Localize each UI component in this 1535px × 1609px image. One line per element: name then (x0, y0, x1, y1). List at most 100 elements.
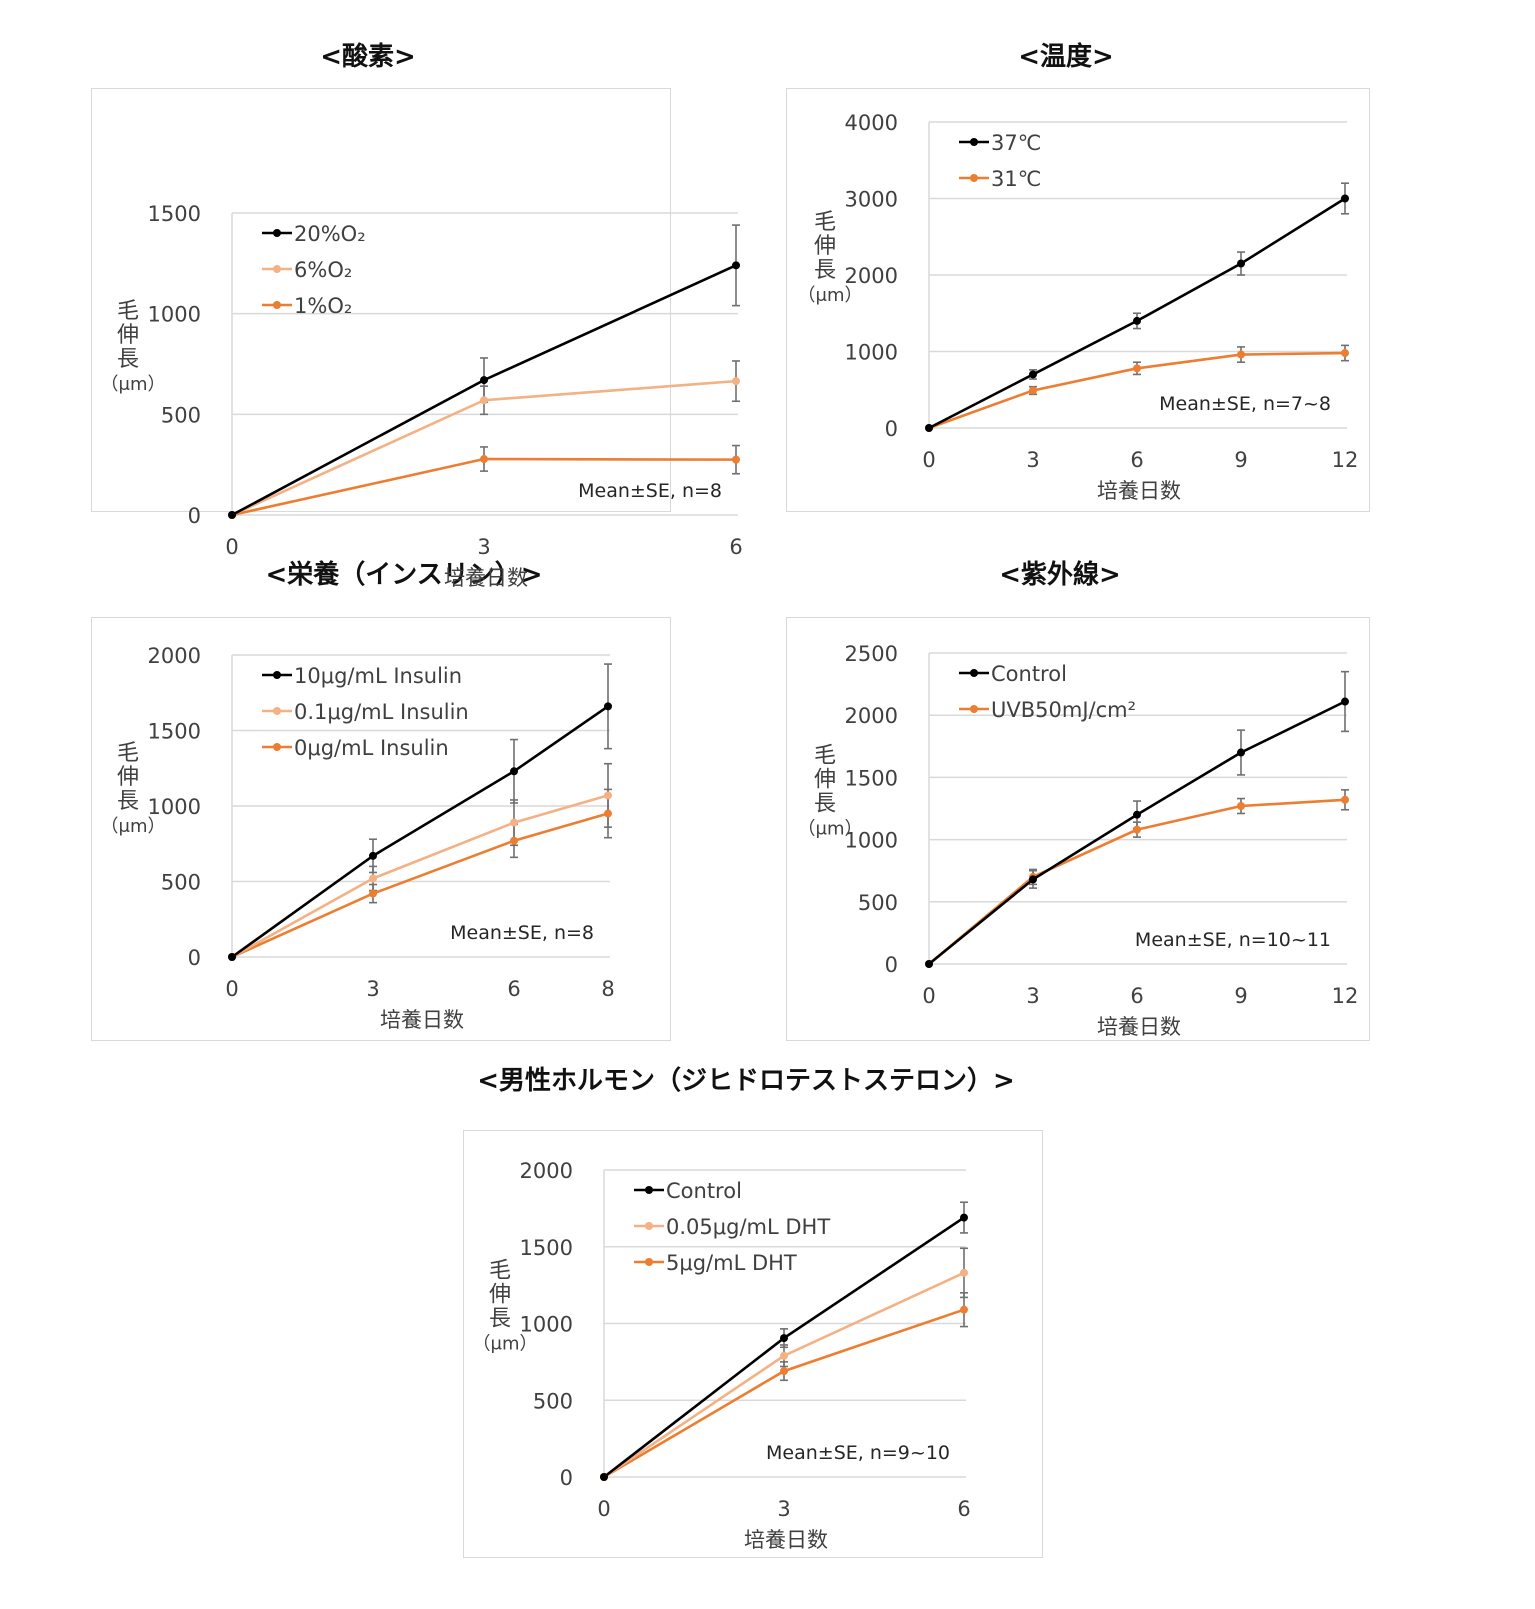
x-tick-label: 6 (957, 1497, 970, 1521)
y-axis-title-part: 伸 (814, 234, 836, 259)
data-point (369, 851, 377, 860)
chart-heading-nutrition: <栄養（インスリン）> (265, 560, 543, 590)
y-axis-title-part: 毛 (814, 210, 836, 235)
legend-label: 10μg/mL Insulin (294, 664, 462, 688)
data-point (1237, 350, 1245, 359)
legend-label: 31℃ (991, 167, 1041, 191)
series-line (231, 705, 609, 959)
x-tick-label: 3 (477, 535, 490, 559)
chart-svg-oxygen: 0 500 1000 1500 0 3 6 培養日数 毛伸長（μm） 20%O₂ 6%O₂ 1%O₂ M… (101, 202, 743, 590)
y-axis-title-part: 長 (117, 789, 139, 814)
stats-note: Mean±SE, n=10~11 (1135, 929, 1331, 951)
y-tick-label: 3000 (845, 188, 898, 212)
data-point (480, 396, 488, 405)
data-point (1133, 364, 1141, 373)
legend-marker (645, 1258, 653, 1266)
y-tick-label: 1000 (148, 795, 201, 819)
legend-marker (970, 174, 978, 182)
data-point (1237, 259, 1245, 268)
x-tick-label: 3 (1026, 448, 1039, 472)
y-tick-label: 2000 (845, 704, 898, 728)
data-point (369, 889, 377, 898)
legend-marker (645, 1222, 653, 1230)
y-tick-label: 0 (560, 1466, 573, 1490)
x-tick-label: 0 (225, 977, 238, 1001)
chart-heading-temperature: <温度> (1018, 42, 1114, 72)
x-axis-title: 培養日数 (1097, 1015, 1181, 1039)
y-tick-label: 2000 (845, 264, 898, 288)
chart-heading-androgen: <男性ホルモン（ジヒドロテストステロン）> (477, 1066, 1015, 1096)
data-point (510, 767, 518, 776)
y-axis-title-part: 長 (814, 258, 836, 283)
x-tick-label: 12 (1332, 448, 1359, 472)
y-tick-label: 2000 (520, 1159, 573, 1183)
y-axis-title-part: （μm） (473, 1334, 538, 1355)
y-tick-label: 0 (885, 417, 898, 441)
x-tick-label: 0 (922, 448, 935, 472)
y-tick-label: 500 (161, 403, 201, 427)
y-tick-label: 1000 (148, 303, 201, 327)
y-axis-title-part: 長 (117, 347, 139, 372)
chart-svg-temperature: 0 1000 2000 3000 4000 0 3 6 9 12 培養日数 毛伸長（μm） 37℃ 31℃… (798, 111, 1359, 503)
y-tick-label: 1500 (148, 720, 201, 744)
legend-marker (273, 743, 281, 751)
chart-svg-androgen: 0 500 1000 1500 2000 0 3 6 培養日数 毛伸長（μm） Control 0.0… (473, 1159, 971, 1552)
y-tick-label: 1500 (148, 202, 201, 226)
data-point (780, 1334, 788, 1343)
data-point (228, 511, 236, 519)
y-tick-label: 0 (188, 504, 201, 528)
legend-marker (273, 229, 281, 237)
y-tick-label: 1500 (845, 766, 898, 790)
y-tick-label: 2000 (148, 644, 201, 668)
data-point (732, 261, 740, 270)
data-point (732, 455, 740, 464)
y-tick-label: 500 (533, 1389, 573, 1413)
data-point (1341, 194, 1349, 203)
data-point (600, 1473, 608, 1481)
legend-label: 6%O₂ (294, 258, 352, 282)
data-point (732, 377, 740, 386)
legend-marker (645, 1186, 653, 1194)
chart-heading-oxygen: <酸素> (320, 42, 416, 72)
data-point (510, 836, 518, 845)
legend-marker (273, 265, 281, 273)
chart-panel-temperature: 0 1000 2000 3000 4000 0 3 6 9 12 培養日数 毛伸長（μm） 37℃ 31℃… (786, 88, 1370, 512)
y-tick-label: 0 (885, 953, 898, 977)
y-axis-title-part: 長 (489, 1307, 511, 1332)
data-point (480, 376, 488, 385)
data-point (1133, 316, 1141, 325)
series-line (231, 812, 609, 959)
chart-svg-nutrition: 0 500 1000 1500 2000 0 3 6 8 培養日数 毛伸長（μm） 10μg/mL I… (101, 644, 615, 1032)
x-axis-title: 培養日数 (380, 1008, 464, 1032)
x-tick-label: 3 (366, 977, 379, 1001)
y-tick-label: 1000 (845, 341, 898, 365)
y-tick-label: 2500 (845, 642, 898, 666)
data-point (960, 1213, 968, 1222)
data-point (1341, 349, 1349, 358)
data-point (1237, 802, 1245, 811)
y-axis-title-part: （μm） (101, 374, 166, 395)
y-axis-title-part: （μm） (101, 816, 166, 837)
legend-label: Control (666, 1179, 742, 1203)
y-tick-label: 500 (858, 891, 898, 915)
data-point (604, 809, 612, 818)
y-tick-label: 1500 (520, 1236, 573, 1260)
data-point (1133, 810, 1141, 819)
x-tick-label: 6 (1130, 448, 1143, 472)
y-axis-title-part: 毛 (814, 744, 836, 769)
data-point (1341, 795, 1349, 804)
legend-label: 20%O₂ (294, 222, 366, 246)
legend-marker (970, 138, 978, 146)
data-point (1237, 748, 1245, 757)
legend-label: 37℃ (991, 131, 1041, 155)
y-axis-title-part: 毛 (117, 299, 139, 324)
legend-label: 5μg/mL DHT (666, 1251, 797, 1275)
data-point (960, 1268, 968, 1277)
y-axis-title-part: （μm） (798, 285, 863, 306)
y-axis-title-part: 毛 (117, 741, 139, 766)
data-point (1029, 875, 1037, 884)
data-point (1029, 386, 1037, 395)
legend-marker (273, 707, 281, 715)
x-axis-title: 培養日数 (444, 566, 528, 590)
chart-svg-uv: 0 500 1000 1500 2000 2500 0 3 6 9 12 培養日数 毛伸長（μm） Con… (798, 642, 1359, 1039)
